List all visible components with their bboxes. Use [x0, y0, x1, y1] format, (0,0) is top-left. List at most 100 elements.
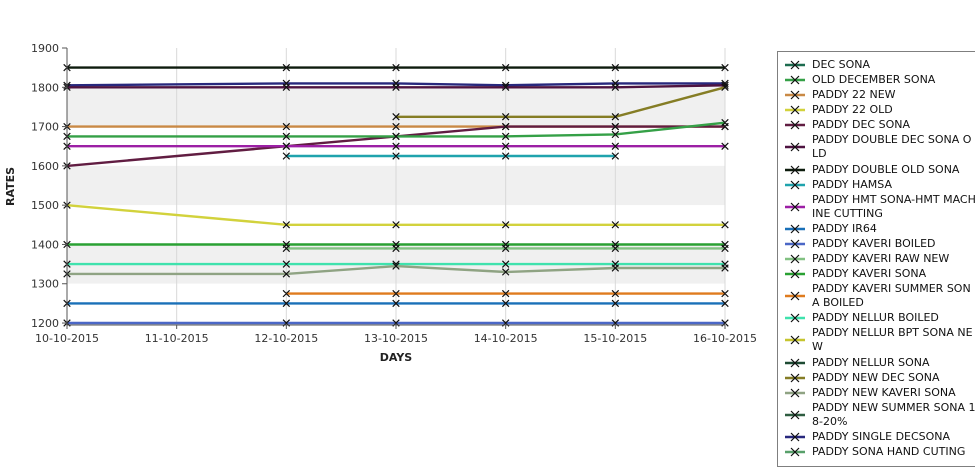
legend-item: PADDY NELLUR BPT SONA NEW	[784, 326, 975, 354]
legend-item-label: PADDY HAMSA	[812, 177, 893, 191]
x-tick-label: 14-10-2015	[474, 332, 538, 345]
legend-series-marker-icon	[785, 388, 805, 398]
legend-item: PADDY NELLUR SONA	[784, 356, 975, 370]
legend-item: OLD DECEMBER SONA	[784, 73, 975, 87]
legend-series-marker-icon	[785, 239, 805, 249]
legend-item-label: PADDY NELLUR BOILED	[812, 311, 939, 325]
legend-series-marker-icon	[785, 60, 805, 70]
screenshot-root: { "chart_data": { "type": "line", "title…	[4, 42, 975, 467]
legend-item: PADDY HAMSA	[784, 178, 975, 192]
series-line	[66, 82, 725, 87]
y-axis-ticks: 1200 1300 1400 1500 1600 1700 1800 1900	[31, 42, 67, 330]
series-markers	[282, 244, 729, 253]
legend-item-label: PADDY KAVERI SUMMER SONA BOILED	[812, 282, 971, 310]
legend-series-marker-icon	[785, 447, 805, 457]
legend-item-label: PADDY SINGLE DECSONA	[812, 429, 951, 443]
x-axis-title: DAYS	[380, 351, 413, 364]
legend-item-label: PADDY HMT SONA-HMT MACHINE CUTTING	[812, 192, 975, 220]
legend-series-marker-icon	[785, 410, 805, 420]
legend-item-label: PADDY DOUBLE DEC SONA OLD	[812, 133, 972, 161]
legend-item-label: PADDY 22 NEW	[812, 88, 896, 102]
legend-series-marker-icon	[785, 120, 805, 130]
legend-item: DEC SONA	[784, 58, 975, 72]
legend-item-label: PADDY SONA HAND CUTING	[812, 445, 966, 459]
legend-item-label: PADDY NEW SUMMER SONA 18-20%	[812, 400, 975, 428]
legend-item-label: PADDY NEW DEC SONA	[812, 370, 940, 384]
x-tick-label: 15-10-2015	[583, 332, 647, 345]
x-axis-ticks: 10-10-2015 11-10-2015 12-10-2015 13-10-2015…	[35, 325, 757, 345]
y-tick-label: 1200	[31, 317, 59, 330]
legend-series-marker-icon	[785, 143, 805, 152]
legend-item-label: PADDY IR64	[812, 221, 877, 235]
legend-item: PADDY KAVERI RAW NEW	[784, 252, 975, 266]
legend-series-marker-icon	[785, 291, 805, 301]
chart-svg: 1200 1300 1400 1500 1600 1700 1800 1900 10-10-20…	[4, 42, 757, 364]
series-markers	[282, 152, 620, 160]
legend-series-marker-icon	[785, 202, 805, 212]
legend-series-marker-icon	[785, 224, 805, 234]
y-tick-label: 1300	[31, 278, 59, 291]
x-tick-label: 12-10-2015	[254, 332, 318, 345]
legend-item: PADDY 22 NEW	[784, 88, 975, 102]
legend-item: PADDY SINGLE DECSONA	[784, 430, 975, 444]
series-markers	[392, 83, 729, 121]
legend-series-marker-icon	[785, 105, 805, 115]
series-line	[66, 125, 725, 168]
series-line	[67, 121, 726, 138]
series-line	[396, 86, 726, 118]
legend-series-marker-icon	[785, 75, 805, 85]
y-axis-title: RATES	[4, 167, 17, 206]
y-tick-label: 1600	[31, 160, 59, 173]
legend-series-marker-icon	[785, 313, 805, 323]
legend-item: PADDY 22 OLD	[784, 103, 975, 117]
series-markers	[282, 289, 729, 298]
legend-series-marker-icon	[785, 254, 805, 264]
y-tick-label: 1900	[31, 42, 59, 55]
legend-item: PADDY DOUBLE DEC SONA OLD	[784, 133, 975, 161]
series-line	[67, 264, 725, 276]
legend-item: PADDY HMT SONA-HMT MACHINE CUTTING	[784, 193, 975, 221]
legend-series-marker-icon	[785, 90, 805, 100]
legend-series-marker-icon	[785, 180, 805, 190]
legend-item: PADDY IR64	[784, 222, 975, 236]
legend-item: PADDY DOUBLE OLD SONA	[784, 163, 975, 177]
series-line	[67, 84, 726, 89]
legend-item: PADDY DEC SONA	[784, 118, 975, 132]
x-tick-label: 16-10-2015	[693, 332, 757, 345]
chart-legend: DEC SONA OLD DECEMBER SONA PADDY 22 NEW PAD…	[777, 51, 975, 467]
legend-item-label: PADDY 22 OLD	[812, 103, 893, 117]
y-tick-label: 1700	[31, 121, 59, 134]
series-line	[66, 204, 725, 226]
legend-item: PADDY SONA HAND CUTING	[784, 445, 975, 459]
legend-item-label: PADDY NEW KAVERI SONA	[812, 385, 956, 399]
legend-item-label: DEC SONA	[812, 58, 870, 71]
legend-item-label: PADDY NELLUR BPT SONA NEW	[812, 326, 973, 354]
legend-item-label: PADDY KAVERI BOILED	[812, 236, 936, 250]
y-tick-label: 1400	[31, 238, 59, 251]
legend-series-marker-icon	[785, 165, 805, 175]
legend-item: PADDY NEW KAVERI SONA	[784, 386, 975, 400]
legend-item-label: PADDY NELLUR SONA	[812, 355, 930, 369]
legend-item-label: PADDY KAVERI SONA	[812, 267, 927, 281]
rates-chart-panel: 1200 1300 1400 1500 1600 1700 1800 1900 10-10-20…	[4, 42, 975, 467]
legend-item-label: PADDY DOUBLE OLD SONA	[812, 162, 960, 176]
legend-series-marker-icon	[785, 358, 805, 368]
legend-item-label: OLD DECEMBER SONA	[812, 73, 936, 87]
x-tick-label: 10-10-2015	[35, 332, 99, 345]
legend-series-marker-icon	[785, 373, 805, 383]
legend-series-marker-icon	[785, 269, 805, 279]
y-tick-label: 1800	[31, 81, 59, 94]
legend-item: PADDY NELLUR BOILED	[784, 311, 975, 325]
legend-item: PADDY NEW DEC SONA	[784, 371, 975, 385]
legend-item-label: PADDY DEC SONA	[812, 118, 911, 132]
x-tick-label: 11-10-2015	[145, 332, 209, 345]
legend-series-marker-icon	[785, 432, 805, 442]
x-tick-label: 13-10-2015	[364, 332, 428, 345]
legend-item: PADDY KAVERI SUMMER SONA BOILED	[784, 282, 975, 310]
legend-series-marker-icon	[785, 336, 805, 345]
legend-item: PADDY NEW SUMMER SONA 18-20%	[784, 401, 975, 429]
y-tick-label: 1500	[31, 199, 59, 212]
legend-item: PADDY KAVERI SONA	[784, 267, 975, 281]
legend-item-label: PADDY KAVERI RAW NEW	[812, 252, 950, 266]
legend-item: PADDY KAVERI BOILED	[784, 237, 975, 251]
